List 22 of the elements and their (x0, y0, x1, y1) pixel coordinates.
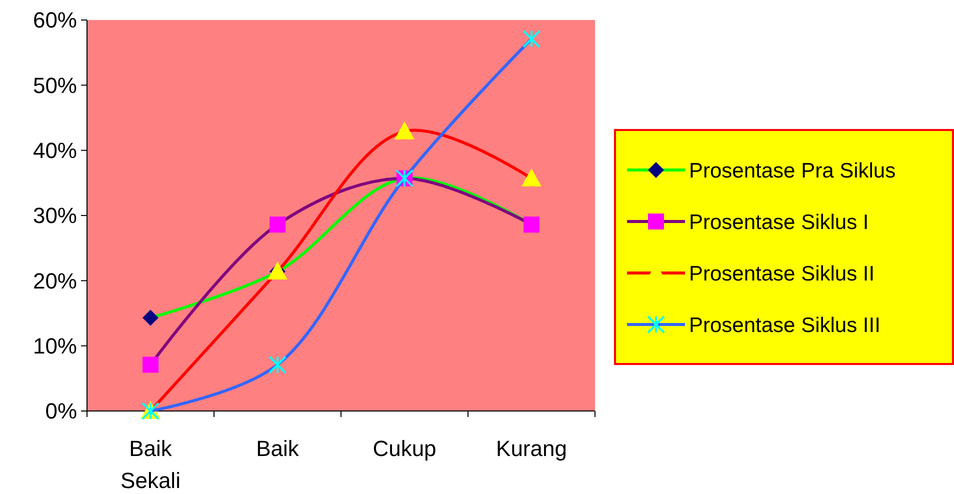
legend-label: Prosentase Siklus II (689, 262, 875, 286)
y-tick-label: 10% (32, 334, 77, 359)
y-tick-label: 40% (32, 138, 77, 164)
point (142, 356, 158, 373)
x-tick-label: Kurang (496, 436, 567, 461)
y-tick-label: 50% (32, 72, 77, 98)
y-tick-label: 20% (32, 268, 77, 294)
x-tick-label: Baik (256, 436, 300, 461)
legend-label: Prosentase Siklus III (689, 314, 880, 337)
point (522, 168, 542, 186)
point (270, 216, 286, 233)
point (142, 310, 158, 326)
legend-label: Prosentase Siklus I (689, 210, 869, 234)
y-tick-label: 30% (32, 203, 77, 228)
point (522, 30, 540, 48)
x-tick-label: Cukup (372, 436, 436, 461)
point (394, 121, 414, 140)
legend-label: Prosentase Pra Siklus (689, 159, 896, 182)
point (268, 356, 286, 374)
y-tick-label: 0% (45, 398, 77, 424)
y-tick-label: 60% (32, 8, 77, 33)
x-tick-label: Baik Sekali (120, 436, 180, 493)
